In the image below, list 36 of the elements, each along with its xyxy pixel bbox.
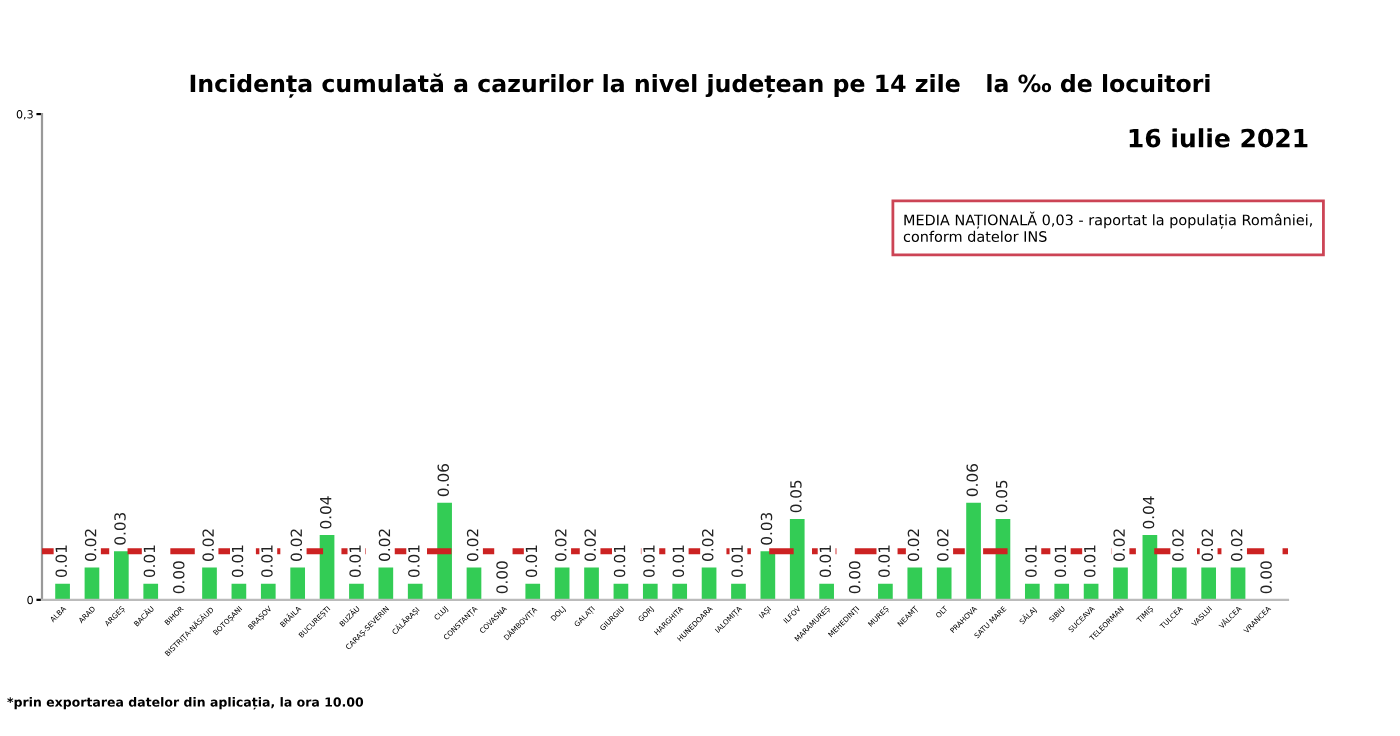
bar xyxy=(554,567,570,600)
bar xyxy=(760,551,776,600)
bar xyxy=(1142,535,1158,600)
bar xyxy=(55,583,70,600)
bar xyxy=(525,583,541,600)
bar xyxy=(143,583,159,600)
bar xyxy=(1024,583,1040,600)
bar xyxy=(84,567,100,600)
bar xyxy=(584,567,599,600)
bar xyxy=(789,518,805,600)
annotation: 16 iulie 2021 xyxy=(1129,128,1308,148)
bar xyxy=(437,502,452,600)
bar xyxy=(349,583,364,600)
bar xyxy=(114,551,129,600)
bar xyxy=(319,535,335,600)
bar xyxy=(1054,583,1070,600)
bar xyxy=(1113,567,1128,600)
bar xyxy=(731,583,746,600)
bar xyxy=(642,583,658,600)
bar xyxy=(966,502,981,600)
bar xyxy=(407,583,423,600)
bar xyxy=(466,567,482,600)
bar xyxy=(260,583,276,600)
bar xyxy=(672,583,688,600)
bar xyxy=(202,567,217,600)
bar xyxy=(819,583,834,600)
bar xyxy=(1230,567,1246,600)
bar xyxy=(1201,567,1216,600)
bar xyxy=(1171,567,1187,600)
bar xyxy=(878,583,893,600)
bar xyxy=(936,567,952,600)
chart-title: Incidența cumulată a cazurilor la nivel județean pe 14 zile la ‰ de locuitori xyxy=(190,73,1210,98)
bar xyxy=(378,567,394,600)
bar xyxy=(907,567,923,600)
bar xyxy=(290,567,306,600)
bar xyxy=(701,567,717,600)
